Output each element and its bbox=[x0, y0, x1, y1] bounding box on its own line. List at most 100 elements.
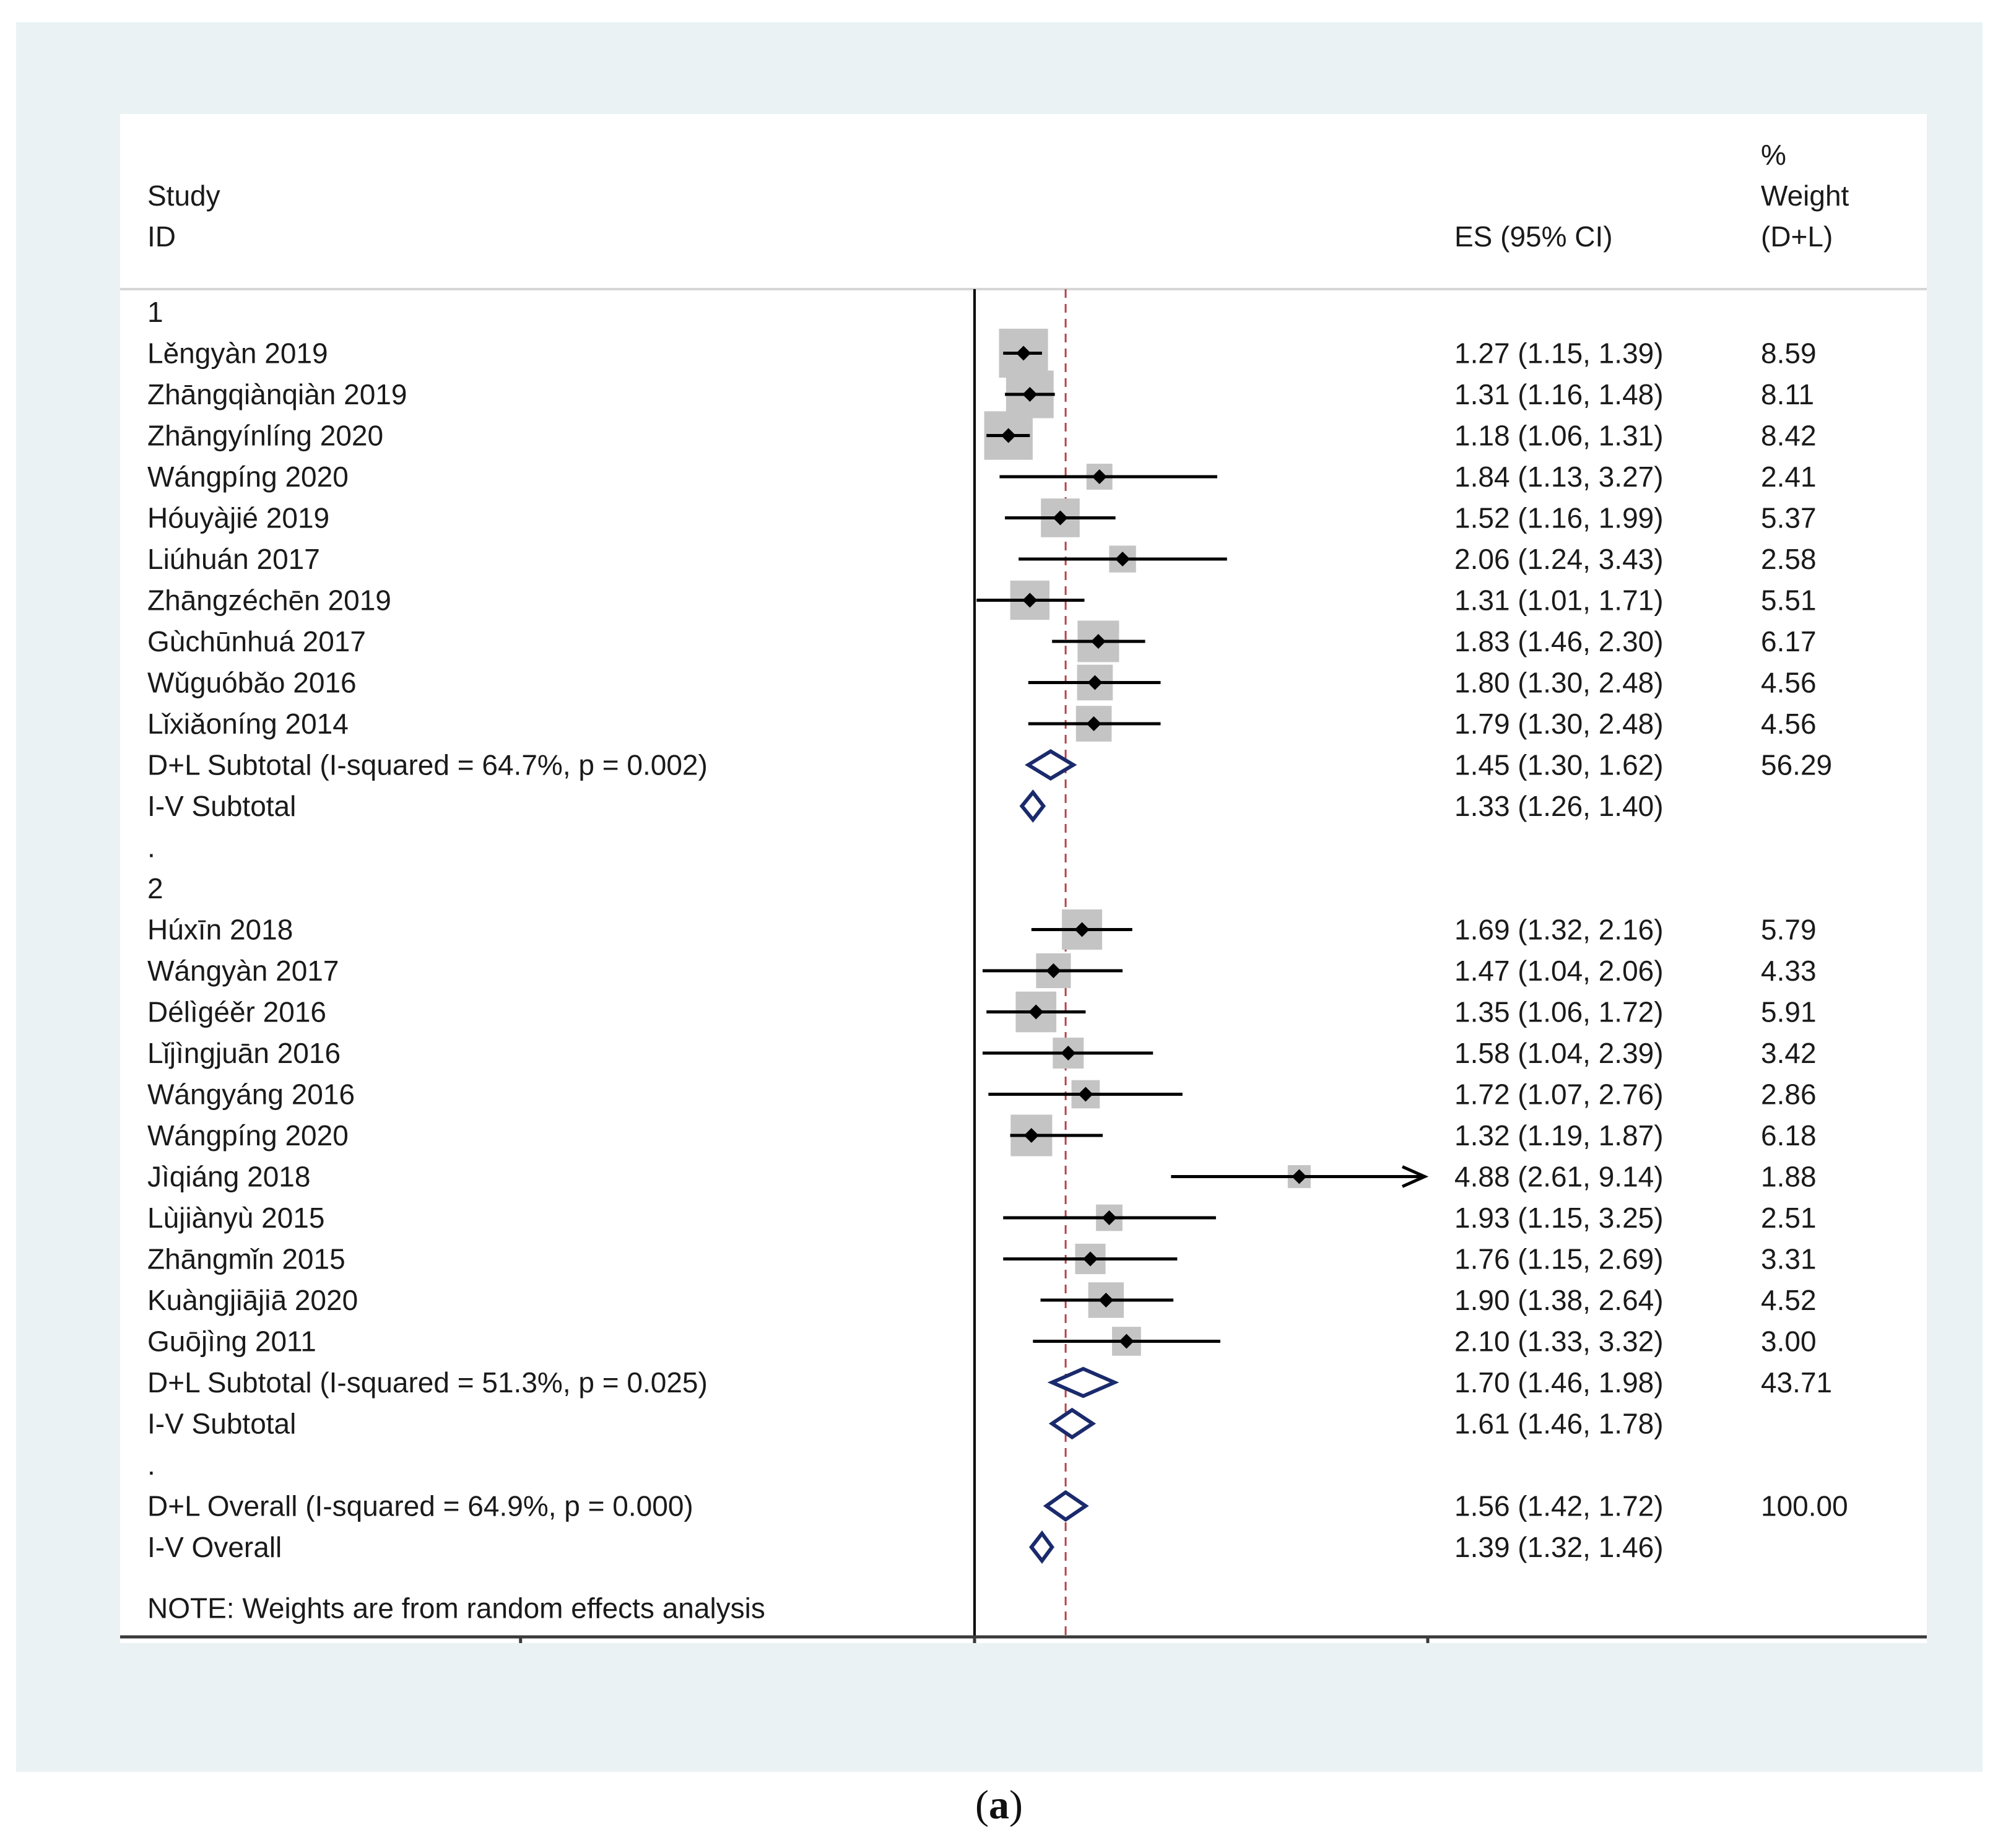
point-estimate bbox=[1016, 345, 1032, 361]
row-es-text: 1.83 (1.46, 2.30) bbox=[1454, 625, 1664, 657]
row-es-text: 1.31 (1.16, 1.48) bbox=[1454, 378, 1664, 410]
row-es-text: 2.06 (1.24, 3.43) bbox=[1454, 543, 1664, 575]
row-label: Kuàngjiājiā 2020 bbox=[147, 1284, 358, 1316]
row-weight-text: 2.41 bbox=[1761, 461, 1817, 493]
point-estimate bbox=[1023, 1128, 1039, 1143]
row-es-text: 1.69 (1.32, 2.16) bbox=[1454, 914, 1664, 946]
point-estimate bbox=[1101, 1210, 1117, 1225]
row-label: I-V Subtotal bbox=[147, 1408, 296, 1440]
weights-note: NOTE: Weights are from random effects an… bbox=[147, 1592, 765, 1625]
row-weight-text: 8.11 bbox=[1761, 378, 1814, 410]
row-weight-text: 2.86 bbox=[1761, 1078, 1817, 1111]
point-estimate bbox=[1092, 469, 1107, 484]
row-label: D+L Overall (I-squared = 64.9%, p = 0.00… bbox=[147, 1490, 693, 1522]
row-label: 1 bbox=[147, 296, 163, 328]
pooled-diamond bbox=[1043, 1490, 1089, 1522]
row-label: Lěngyàn 2019 bbox=[147, 337, 328, 370]
point-estimate bbox=[1028, 1004, 1044, 1020]
header-study: Study bbox=[147, 180, 220, 212]
row-es-text: 1.52 (1.16, 1.99) bbox=[1454, 502, 1664, 534]
forest-plot: Study ID ES (95% CI)% Weight (D+L) 1 Lěngyàn … bbox=[120, 139, 1927, 1643]
row-label: I-V Subtotal bbox=[147, 790, 296, 822]
row-es-text: 2.10 (1.33, 3.32) bbox=[1454, 1325, 1664, 1358]
pooled-diamond bbox=[1047, 1366, 1119, 1399]
row-label: Jìqiáng 2018 bbox=[147, 1161, 310, 1193]
header-weight-method: (D+L) bbox=[1761, 220, 1833, 253]
row-label: Liúhuán 2017 bbox=[147, 543, 320, 575]
header-weight-percent: % bbox=[1761, 139, 1786, 171]
point-estimate bbox=[1001, 428, 1016, 443]
point-estimate bbox=[1053, 510, 1068, 526]
row-label: Zhāngzéchēn 2019 bbox=[147, 584, 391, 617]
row-es-text: 1.61 (1.46, 1.78) bbox=[1454, 1408, 1664, 1440]
row-label: Lùjiànyù 2015 bbox=[147, 1202, 324, 1234]
row-weight-text: 6.17 bbox=[1761, 625, 1817, 657]
row-weight-text: 3.00 bbox=[1761, 1325, 1817, 1358]
point-estimate bbox=[1098, 1293, 1114, 1308]
row-weight-text: 43.71 bbox=[1761, 1366, 1832, 1399]
ci-arrow bbox=[1401, 1165, 1429, 1188]
row-es-text: 1.33 (1.26, 1.40) bbox=[1454, 790, 1664, 822]
row-es-text: 1.39 (1.32, 1.46) bbox=[1454, 1531, 1664, 1563]
row-label: Húxīn 2018 bbox=[147, 914, 293, 946]
row-es-text: 1.80 (1.30, 2.48) bbox=[1454, 667, 1664, 699]
row-weight-text: 8.42 bbox=[1761, 420, 1817, 452]
row-es-text: 1.35 (1.06, 1.72) bbox=[1454, 996, 1664, 1028]
point-estimate bbox=[1046, 963, 1061, 978]
row-label: Zhāngyínlíng 2020 bbox=[147, 420, 383, 452]
row-weight-text: 5.37 bbox=[1761, 502, 1817, 534]
row-weight-text: 4.56 bbox=[1761, 708, 1817, 740]
row-label: Hóuyàjié 2019 bbox=[147, 502, 329, 534]
point-estimate bbox=[1022, 592, 1038, 608]
row-label: D+L Subtotal (I-squared = 64.7%, p = 0.0… bbox=[147, 749, 708, 781]
point-estimate bbox=[1086, 716, 1101, 731]
row-label: Lǐjìngjuān 2016 bbox=[147, 1037, 341, 1069]
row-label: Lǐxiǎoníng 2014 bbox=[147, 708, 349, 740]
row-es-text: 1.76 (1.15, 2.69) bbox=[1454, 1243, 1664, 1275]
point-estimate bbox=[1061, 1046, 1076, 1061]
point-estimate bbox=[1087, 675, 1103, 690]
row-weight-text: 56.29 bbox=[1761, 749, 1832, 781]
row-weight-text: 5.51 bbox=[1761, 584, 1817, 617]
row-label: . bbox=[147, 831, 155, 864]
row-es-text: 1.32 (1.19, 1.87) bbox=[1454, 1119, 1664, 1152]
row-label: D+L Subtotal (I-squared = 51.3%, p = 0.0… bbox=[147, 1366, 708, 1399]
row-es-text: 1.45 (1.30, 1.62) bbox=[1454, 749, 1664, 781]
row-es-text: 1.56 (1.42, 1.72) bbox=[1454, 1490, 1664, 1522]
row-weight-text: 8.59 bbox=[1761, 337, 1817, 370]
row-label: Gùchūnhuá 2017 bbox=[147, 625, 366, 657]
row-label: Zhāngmǐn 2015 bbox=[147, 1243, 345, 1275]
point-estimate bbox=[1090, 634, 1106, 649]
row-es-text: 1.93 (1.15, 3.25) bbox=[1454, 1202, 1664, 1234]
caption-letter: a bbox=[989, 1782, 1009, 1828]
row-weight-text: 4.52 bbox=[1761, 1284, 1817, 1316]
row-es-text: 1.31 (1.01, 1.71) bbox=[1454, 584, 1664, 617]
point-estimate bbox=[1115, 552, 1131, 566]
row-es-text: 4.88 (2.61, 9.14) bbox=[1454, 1161, 1664, 1193]
row-es-text: 1.47 (1.04, 2.06) bbox=[1454, 955, 1664, 987]
header-id: ID bbox=[147, 220, 176, 253]
point-estimate bbox=[1119, 1334, 1134, 1349]
row-label: Wángpíng 2020 bbox=[147, 1119, 349, 1152]
pooled-diamond bbox=[1019, 789, 1046, 823]
row-es-text: 1.84 (1.13, 3.27) bbox=[1454, 461, 1664, 493]
point-estimate bbox=[1074, 922, 1090, 937]
row-label: Wángyàn 2017 bbox=[147, 955, 339, 987]
row-weight-text: 2.58 bbox=[1761, 543, 1817, 575]
row-weight-text: 4.56 bbox=[1761, 667, 1817, 699]
row-label: Wángpíng 2020 bbox=[147, 461, 349, 493]
row-label: Zhāngqiànqiàn 2019 bbox=[147, 378, 407, 410]
row-weight-text: 3.42 bbox=[1761, 1037, 1817, 1069]
row-es-text: 1.18 (1.06, 1.31) bbox=[1454, 420, 1664, 452]
row-es-text: 1.90 (1.38, 2.64) bbox=[1454, 1284, 1664, 1316]
row-weight-text: 4.33 bbox=[1761, 955, 1817, 987]
row-weight-text: 6.18 bbox=[1761, 1119, 1817, 1152]
row-weight-text: 3.31 bbox=[1761, 1243, 1817, 1275]
row-es-text: 1.79 (1.30, 2.48) bbox=[1454, 708, 1664, 740]
point-estimate bbox=[1022, 387, 1038, 402]
pooled-diamond bbox=[1048, 1407, 1097, 1440]
row-label: Délìgéěr 2016 bbox=[147, 996, 326, 1028]
row-weight-text: 5.79 bbox=[1761, 914, 1817, 946]
row-es-text: 1.27 (1.15, 1.39) bbox=[1454, 337, 1664, 370]
row-label: Wángyáng 2016 bbox=[147, 1078, 355, 1111]
